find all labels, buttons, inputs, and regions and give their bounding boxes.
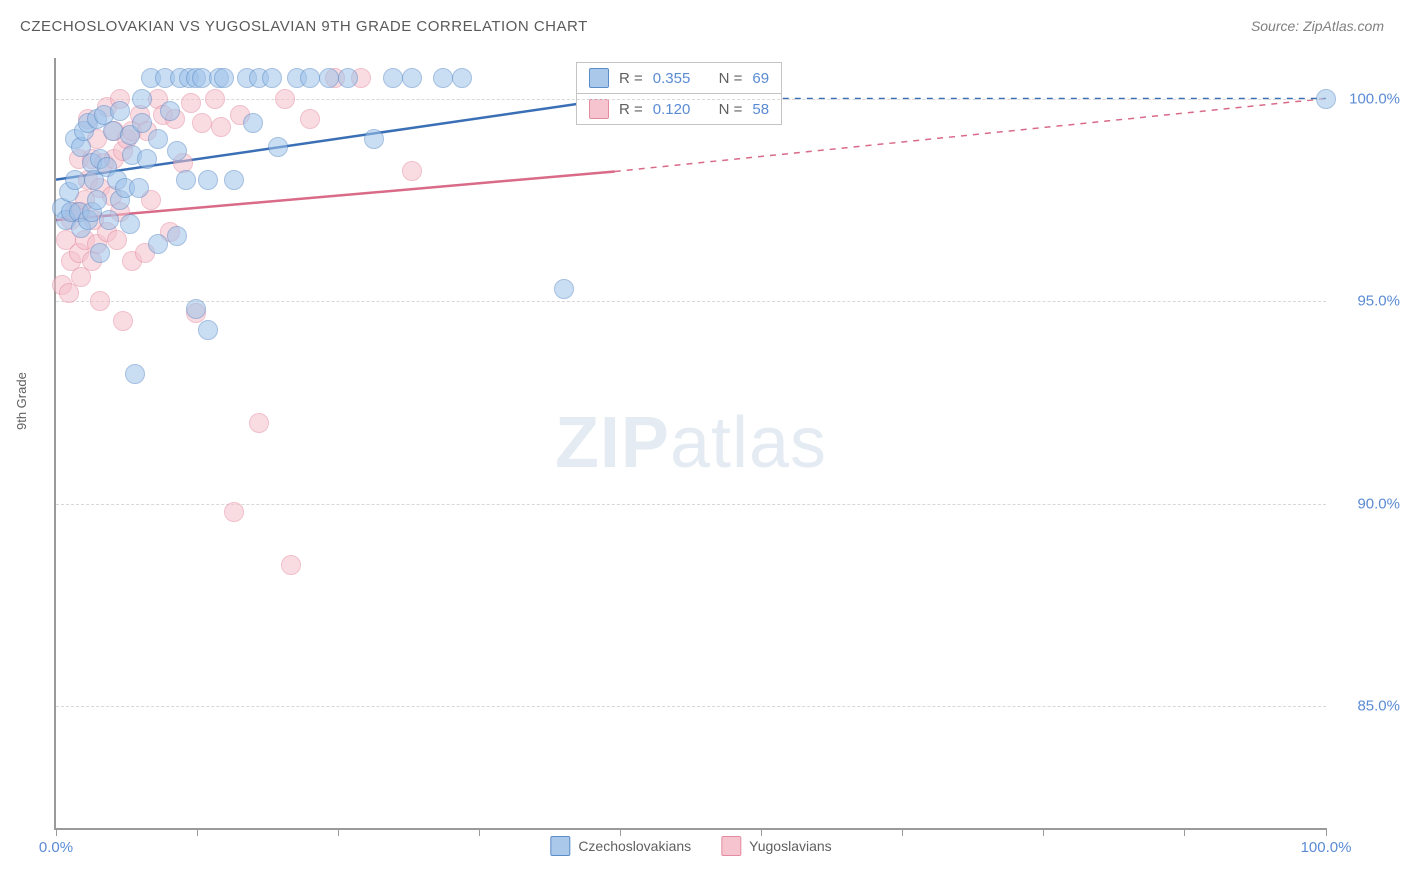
- swatch-blue-icon: [550, 836, 570, 856]
- data-point: [129, 178, 149, 198]
- data-point: [137, 149, 157, 169]
- grid-line: [56, 301, 1326, 302]
- data-point: [107, 230, 127, 250]
- data-point: [87, 190, 107, 210]
- data-point: [300, 68, 320, 88]
- source-attribution: Source: ZipAtlas.com: [1251, 18, 1384, 34]
- series-legend: Czechoslovakians Yugoslavians: [550, 836, 831, 856]
- watermark: ZIPatlas: [555, 402, 827, 484]
- data-point: [186, 299, 206, 319]
- legend-item-yugo: Yugoslavians: [721, 836, 832, 856]
- data-point: [205, 89, 225, 109]
- plot-area: ZIPatlas R = 0.355 N = 69 R = 0.120 N = …: [54, 58, 1326, 830]
- trend-lines: [56, 58, 1326, 828]
- data-point: [211, 117, 231, 137]
- grid-line: [56, 99, 1326, 100]
- data-point: [383, 68, 403, 88]
- r-value-yugo: 0.120: [653, 101, 691, 118]
- data-point: [59, 283, 79, 303]
- data-point: [90, 243, 110, 263]
- data-point: [1316, 89, 1336, 109]
- swatch-blue-icon: [589, 68, 609, 88]
- data-point: [281, 555, 301, 575]
- data-point: [224, 502, 244, 522]
- data-point: [262, 68, 282, 88]
- legend-row-czech: R = 0.355 N = 69: [577, 63, 781, 93]
- data-point: [65, 170, 85, 190]
- x-tick: [902, 828, 903, 836]
- data-point: [99, 210, 119, 230]
- data-point: [167, 226, 187, 246]
- data-point: [125, 364, 145, 384]
- data-point: [176, 170, 196, 190]
- x-tick: [1043, 828, 1044, 836]
- chart-title: CZECHOSLOVAKIAN VS YUGOSLAVIAN 9TH GRADE…: [20, 18, 588, 35]
- data-point: [300, 109, 320, 129]
- legend-item-czech: Czechoslovakians: [550, 836, 691, 856]
- data-point: [402, 161, 422, 181]
- data-point: [132, 89, 152, 109]
- y-tick-label: 85.0%: [1357, 698, 1400, 715]
- y-tick-label: 100.0%: [1349, 90, 1400, 107]
- y-tick-label: 90.0%: [1357, 495, 1400, 512]
- data-point: [402, 68, 422, 88]
- x-tick: [56, 828, 57, 836]
- y-tick-label: 95.0%: [1357, 293, 1400, 310]
- grid-line: [56, 504, 1326, 505]
- data-point: [338, 68, 358, 88]
- data-point: [192, 113, 212, 133]
- data-point: [132, 113, 152, 133]
- x-tick: [1184, 828, 1185, 836]
- data-point: [319, 68, 339, 88]
- data-point: [90, 291, 110, 311]
- n-value-czech: 69: [752, 70, 769, 87]
- x-tick: [338, 828, 339, 836]
- x-tick: [620, 828, 621, 836]
- data-point: [433, 68, 453, 88]
- y-axis-label: 9th Grade: [14, 372, 29, 430]
- data-point: [160, 101, 180, 121]
- data-point: [224, 170, 244, 190]
- data-point: [148, 129, 168, 149]
- correlation-legend: R = 0.355 N = 69 R = 0.120 N = 58: [576, 62, 782, 125]
- data-point: [120, 214, 140, 234]
- data-point: [268, 137, 288, 157]
- data-point: [214, 68, 234, 88]
- data-point: [113, 311, 133, 331]
- data-point: [198, 320, 218, 340]
- data-point: [554, 279, 574, 299]
- data-point: [275, 89, 295, 109]
- x-tick-label: 100.0%: [1301, 839, 1352, 856]
- grid-line: [56, 706, 1326, 707]
- data-point: [198, 170, 218, 190]
- swatch-pink-icon: [721, 836, 741, 856]
- x-tick: [1326, 828, 1327, 836]
- data-point: [167, 141, 187, 161]
- data-point: [364, 129, 384, 149]
- data-point: [243, 113, 263, 133]
- x-tick: [479, 828, 480, 836]
- x-tick: [761, 828, 762, 836]
- data-point: [249, 413, 269, 433]
- data-point: [452, 68, 472, 88]
- n-value-yugo: 58: [752, 101, 769, 118]
- data-point: [181, 93, 201, 113]
- r-value-czech: 0.355: [653, 70, 691, 87]
- data-point: [110, 101, 130, 121]
- data-point: [148, 234, 168, 254]
- swatch-pink-icon: [589, 99, 609, 119]
- x-tick-label: 0.0%: [39, 839, 73, 856]
- x-tick: [197, 828, 198, 836]
